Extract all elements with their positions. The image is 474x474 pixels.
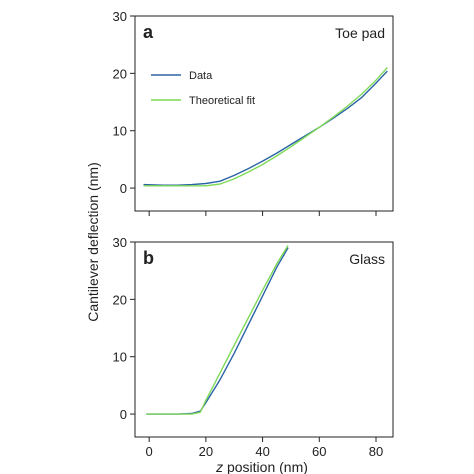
panel-title: Toe pad <box>335 25 385 41</box>
series-line-fit <box>143 67 388 187</box>
y-tick-label: 0 <box>120 181 127 196</box>
series-line-data <box>146 247 289 415</box>
x-tick-label: 0 <box>146 444 153 459</box>
x-tick-label: 20 <box>199 444 213 459</box>
y-tick-label: 20 <box>113 292 127 307</box>
x-tick-label: 60 <box>312 444 326 459</box>
y-axis-title: Cantilever deflection (nm) <box>85 162 101 322</box>
x-axis-title-variable: z <box>215 459 223 474</box>
panel-letter: a <box>143 22 154 42</box>
x-tick-label: 40 <box>255 444 269 459</box>
legend-label: Theoretical fit <box>189 95 255 107</box>
y-tick-label: 10 <box>113 350 127 365</box>
panel-letter: b <box>143 248 154 268</box>
y-tick-label: 10 <box>113 124 127 139</box>
y-tick-label: 0 <box>120 407 127 422</box>
x-axis-title: z position (nm) <box>215 459 308 474</box>
legend-label: Data <box>189 70 213 82</box>
x-tick-label: 80 <box>369 444 383 459</box>
y-tick-label: 20 <box>113 66 127 81</box>
plot-frame <box>134 15 394 212</box>
plot-frame <box>134 241 394 438</box>
y-tick-label: 30 <box>113 9 127 24</box>
panel-b-glass: 0 10 20 30 0 20 40 60 80 b Glass <box>113 235 394 459</box>
panel-a-toe-pad: 0 10 20 30 a Toe pad Data Theoretical fit <box>113 9 394 216</box>
x-axis-title-unit: position (nm) <box>223 459 308 474</box>
y-tick-label: 30 <box>113 235 127 250</box>
series-line-data <box>143 70 388 186</box>
panel-title: Glass <box>349 251 385 267</box>
series-line-fit <box>146 245 289 415</box>
